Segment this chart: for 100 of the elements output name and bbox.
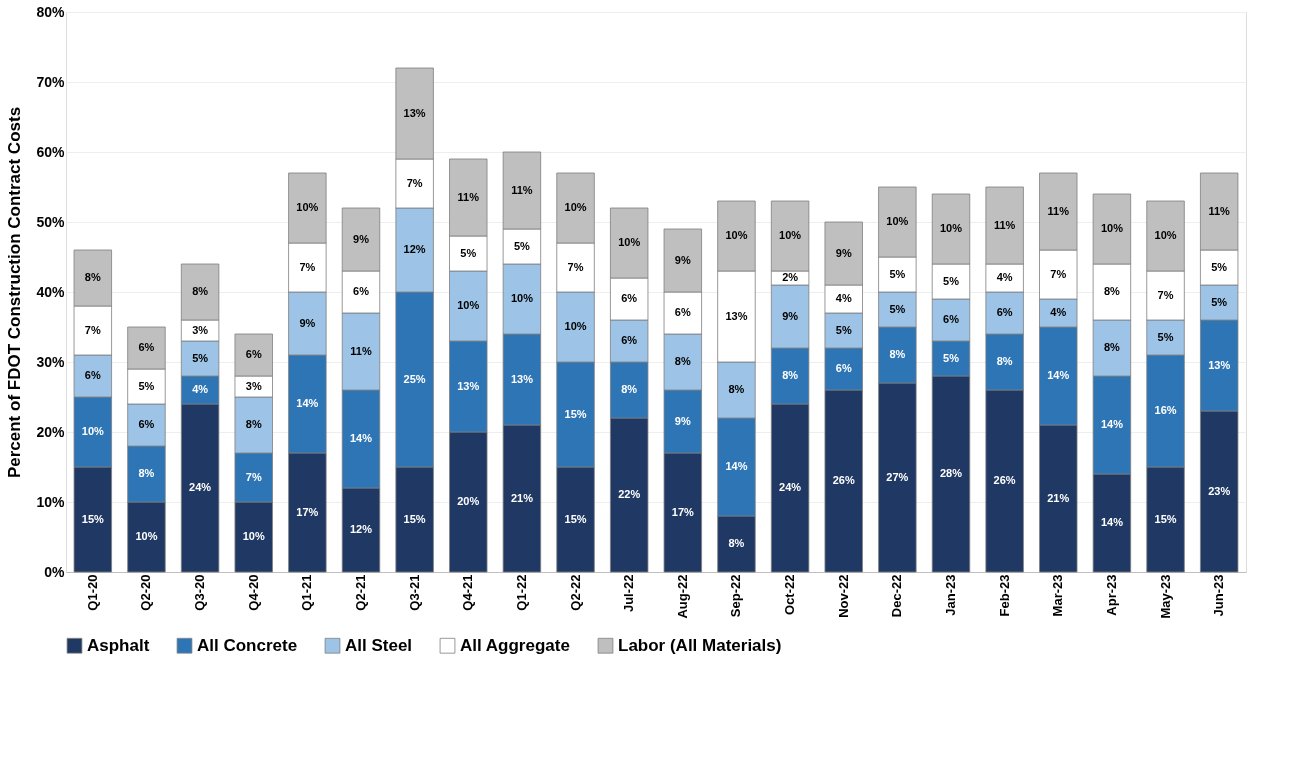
data-label: 3% [192, 323, 209, 336]
data-label: 10% [242, 530, 265, 542]
data-label: 6% [138, 418, 155, 430]
y-tick-label: 50% [36, 213, 66, 230]
data-label: 10% [135, 530, 158, 542]
y-axis-title: Percent of FDOT Construction Contract Costs [5, 106, 25, 479]
data-label: 10% [81, 425, 105, 437]
data-label: 15% [1154, 512, 1177, 525]
data-label: 5% [1211, 295, 1228, 308]
data-label: 9% [782, 309, 799, 322]
x-tick-label: Q4-21 [460, 574, 476, 611]
data-label: 8% [889, 348, 906, 360]
data-label: 10% [457, 299, 480, 311]
x-tick-label: Jul-22 [621, 574, 637, 613]
data-label: 20% [457, 495, 480, 507]
y-tick-label: 40% [36, 283, 66, 300]
data-label: 27% [886, 470, 909, 483]
legend-label: Labor (All Materials) [618, 635, 782, 655]
legend-label: All Aggregate [460, 635, 570, 655]
data-label: 7% [567, 260, 584, 273]
x-tick-label: Mar-23 [1050, 574, 1066, 617]
x-tick-label: Apr-23 [1103, 574, 1119, 616]
data-label: 11% [993, 218, 1016, 231]
x-tick-label: Sep-22 [728, 574, 744, 618]
data-label: 10% [725, 229, 748, 241]
data-label: 17% [296, 505, 319, 518]
data-label: 5% [889, 302, 906, 315]
data-label: 9% [353, 232, 370, 245]
data-label: 15% [81, 512, 105, 525]
data-label: 7% [84, 323, 101, 336]
data-label: 26% [993, 474, 1016, 486]
data-label: 13% [1208, 358, 1231, 371]
data-label: 8% [138, 467, 155, 479]
data-label: 23% [1208, 484, 1231, 497]
legend-label: Asphalt [87, 635, 150, 655]
legend-label: All Steel [345, 635, 413, 655]
x-tick-label: May-23 [1157, 574, 1173, 619]
data-label: 21% [510, 491, 534, 504]
data-label: 4% [1050, 306, 1067, 318]
data-label: 10% [564, 201, 587, 213]
data-label: 8% [728, 383, 745, 395]
data-label: 13% [510, 372, 534, 385]
data-label: 21% [1047, 491, 1070, 504]
data-label: 25% [403, 372, 426, 385]
data-label: 6% [835, 362, 852, 374]
data-label: 13% [457, 379, 480, 392]
data-label: 11% [350, 344, 372, 357]
data-label: 8% [782, 369, 799, 381]
data-label: 5% [460, 246, 477, 259]
data-label: 9% [835, 246, 852, 259]
data-label: 24% [779, 481, 802, 493]
data-label: 6% [621, 292, 638, 304]
data-label: 8% [728, 537, 745, 549]
data-label: 5% [1157, 330, 1174, 343]
data-label: 6% [138, 341, 155, 353]
data-label: 14% [296, 397, 319, 409]
y-tick-label: 70% [36, 73, 66, 90]
x-tick-label: Oct-22 [782, 574, 798, 615]
data-label: 26% [832, 474, 855, 486]
data-label: 6% [84, 369, 101, 381]
data-label: 5% [943, 274, 960, 287]
data-label: 7% [1157, 288, 1174, 301]
y-tick-label: 20% [36, 423, 66, 440]
data-label: 12% [403, 243, 426, 255]
data-label: 9% [299, 316, 316, 329]
data-label: 6% [245, 348, 262, 360]
y-tick-label: 30% [36, 353, 66, 370]
data-label: 8% [996, 355, 1013, 367]
data-label: 9% [674, 414, 691, 427]
x-tick-label: Jan-23 [943, 574, 958, 616]
data-label: 4% [192, 383, 209, 395]
data-label: 14% [1100, 418, 1124, 430]
data-label: 6% [674, 306, 691, 318]
data-label: 12% [349, 523, 373, 535]
data-label: 15% [564, 512, 587, 525]
data-label: 8% [84, 271, 101, 283]
data-label: 5% [835, 323, 852, 336]
data-label: 14% [725, 460, 748, 472]
data-label: 15% [564, 407, 587, 420]
data-label: 8% [245, 418, 262, 430]
data-label: 10% [886, 215, 909, 227]
legend-label: All Concrete [197, 635, 298, 655]
x-tick-label: Q2-22 [567, 574, 583, 611]
y-tick-label: 60% [36, 143, 66, 160]
data-label: 14% [349, 432, 373, 444]
x-tick-label: Q2-20 [138, 574, 154, 611]
x-tick-label: Feb-23 [996, 574, 1012, 617]
data-label: 8% [621, 383, 638, 395]
data-label: 28% [939, 467, 963, 479]
data-label: 5% [889, 267, 906, 280]
data-label: 5% [943, 351, 960, 364]
data-label: 10% [296, 201, 319, 213]
x-tick-label: Q1-20 [84, 574, 100, 611]
y-tick-label: 80% [36, 3, 66, 20]
x-tick-label: Q1-21 [299, 574, 315, 611]
data-label: 14% [1100, 516, 1124, 528]
data-label: 6% [353, 285, 370, 297]
x-tick-label: Dec-22 [889, 574, 905, 618]
data-label: 5% [192, 351, 209, 364]
data-label: 13% [725, 309, 748, 322]
